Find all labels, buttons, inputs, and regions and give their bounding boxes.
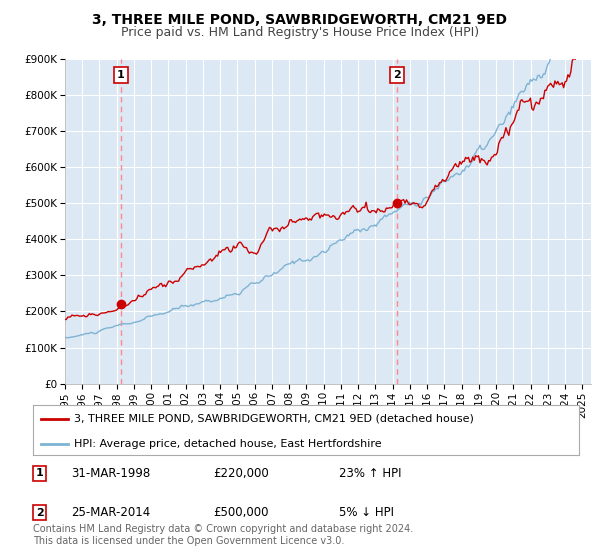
Text: £220,000: £220,000	[213, 467, 269, 480]
Text: 2: 2	[393, 70, 401, 80]
Text: HPI: Average price, detached house, East Hertfordshire: HPI: Average price, detached house, East…	[74, 439, 382, 449]
Text: £500,000: £500,000	[213, 506, 269, 519]
Text: 2: 2	[35, 507, 43, 517]
Text: 31-MAR-1998: 31-MAR-1998	[71, 467, 151, 480]
Text: Price paid vs. HM Land Registry's House Price Index (HPI): Price paid vs. HM Land Registry's House …	[121, 26, 479, 39]
Text: Contains HM Land Registry data © Crown copyright and database right 2024.
This d: Contains HM Land Registry data © Crown c…	[33, 524, 413, 546]
Text: 3, THREE MILE POND, SAWBRIDGEWORTH, CM21 9ED: 3, THREE MILE POND, SAWBRIDGEWORTH, CM21…	[92, 13, 508, 27]
Text: 3, THREE MILE POND, SAWBRIDGEWORTH, CM21 9ED (detached house): 3, THREE MILE POND, SAWBRIDGEWORTH, CM21…	[74, 413, 474, 423]
Text: 1: 1	[117, 70, 125, 80]
Text: 25-MAR-2014: 25-MAR-2014	[71, 506, 151, 519]
Text: 23% ↑ HPI: 23% ↑ HPI	[339, 467, 401, 480]
Text: 5% ↓ HPI: 5% ↓ HPI	[339, 506, 394, 519]
Text: 1: 1	[35, 468, 43, 478]
